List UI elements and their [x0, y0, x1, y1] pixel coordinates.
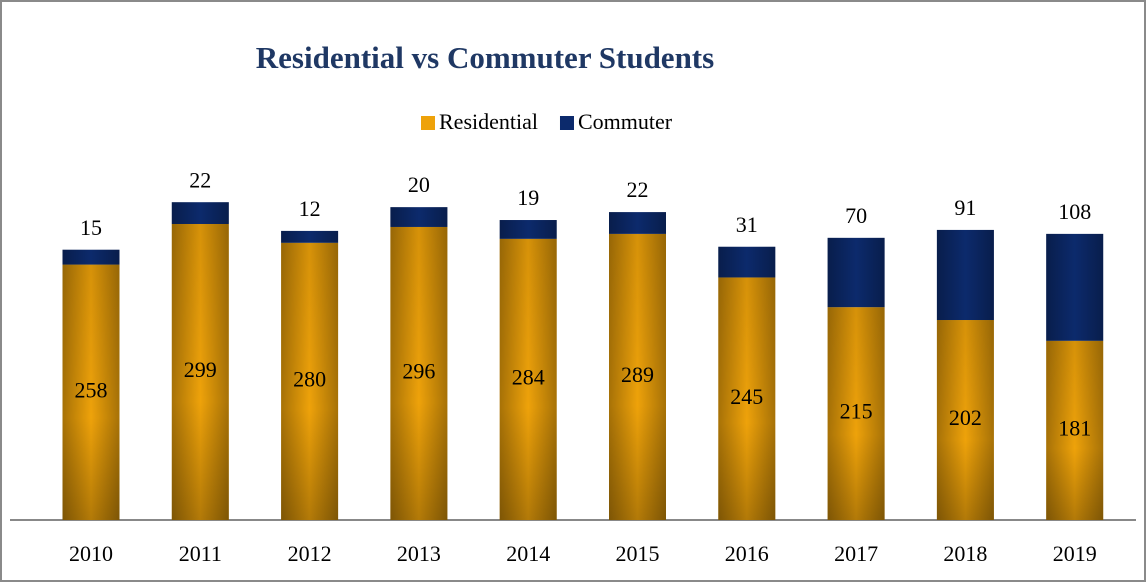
- x-tick-label: 2016: [725, 541, 769, 566]
- data-label: 202: [949, 405, 982, 430]
- data-label: 70: [845, 203, 867, 228]
- bar-shade: [1046, 233, 1104, 341]
- data-label: 108: [1058, 199, 1091, 224]
- bar-shade: [827, 237, 885, 308]
- data-label: 19: [517, 185, 539, 210]
- data-label: 31: [736, 212, 758, 237]
- bar-shade: [171, 202, 229, 224]
- data-label: 296: [402, 359, 435, 384]
- legend-label: Residential: [439, 109, 538, 134]
- data-label: 20: [408, 172, 430, 197]
- data-label: 22: [627, 177, 649, 202]
- x-tick-label: 2011: [179, 541, 222, 566]
- x-tick-label: 2013: [397, 541, 441, 566]
- bar-shade: [1046, 340, 1104, 520]
- bar-shade: [609, 233, 666, 520]
- bar-shade: [390, 207, 448, 227]
- bar-shade: [62, 249, 120, 265]
- x-tick-label: 2010: [69, 541, 113, 566]
- bar-shade: [609, 212, 666, 234]
- data-label: 258: [75, 377, 108, 402]
- bar-shade: [281, 242, 339, 521]
- data-label: 91: [954, 195, 976, 220]
- legend-swatch: [421, 116, 435, 130]
- bar-shade: [171, 223, 229, 521]
- legend-swatch: [559, 116, 574, 130]
- bar-shade: [390, 226, 448, 520]
- x-tick-label: 2015: [616, 541, 660, 566]
- data-label: 12: [299, 196, 321, 221]
- data-label: 15: [80, 215, 102, 240]
- x-tick-label: 2014: [506, 541, 550, 566]
- bar-shade: [499, 220, 557, 239]
- bar-shade: [718, 277, 776, 520]
- data-label: 22: [189, 167, 211, 192]
- chart-title: Residential vs Commuter Students: [256, 40, 714, 75]
- bar-shade: [499, 238, 557, 520]
- bar-shade: [62, 264, 120, 520]
- x-tick-label: 2019: [1053, 541, 1097, 566]
- bar-shade: [936, 229, 994, 321]
- x-tick-label: 2012: [288, 541, 332, 566]
- data-label: 289: [621, 362, 654, 387]
- data-label: 245: [730, 384, 763, 409]
- legend-label: Commuter: [578, 109, 673, 134]
- x-tick-label: 2018: [943, 541, 987, 566]
- bar-shade: [827, 307, 885, 520]
- data-label: 280: [293, 366, 326, 391]
- bar-shade: [281, 230, 339, 243]
- data-label: 284: [512, 364, 545, 389]
- data-label: 215: [840, 399, 873, 424]
- bar-shade: [936, 320, 994, 520]
- data-label: 299: [184, 357, 217, 382]
- data-label: 181: [1058, 415, 1091, 440]
- bar-shade: [718, 246, 776, 278]
- x-tick-label: 2017: [834, 541, 878, 566]
